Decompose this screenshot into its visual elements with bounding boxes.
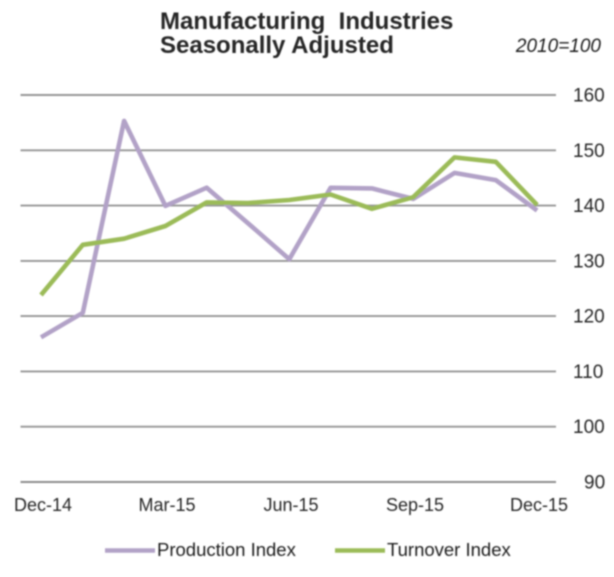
svg-text:Manufacturing Industries: Manufacturing Industries	[160, 8, 453, 35]
svg-text:Turnover Index: Turnover Index	[387, 539, 511, 560]
svg-text:130: 130	[573, 251, 605, 272]
svg-text:150: 150	[573, 141, 605, 162]
svg-text:Production Index: Production Index	[157, 539, 297, 560]
svg-text:140: 140	[573, 196, 605, 217]
svg-text:160: 160	[573, 86, 605, 107]
svg-text:120: 120	[573, 307, 605, 328]
svg-text:Seasonally Adjusted: Seasonally Adjusted	[160, 32, 394, 59]
svg-text:Sep-15: Sep-15	[386, 495, 444, 515]
svg-text:90: 90	[584, 473, 605, 494]
svg-text:2010=100: 2010=100	[515, 36, 601, 57]
svg-text:100: 100	[573, 417, 605, 438]
svg-text:Mar-15: Mar-15	[138, 495, 195, 515]
svg-text:Dec-14: Dec-14	[14, 495, 72, 515]
svg-text:Jun-15: Jun-15	[263, 495, 318, 515]
svg-text:Dec-15: Dec-15	[510, 495, 568, 515]
svg-text:110: 110	[573, 362, 603, 383]
